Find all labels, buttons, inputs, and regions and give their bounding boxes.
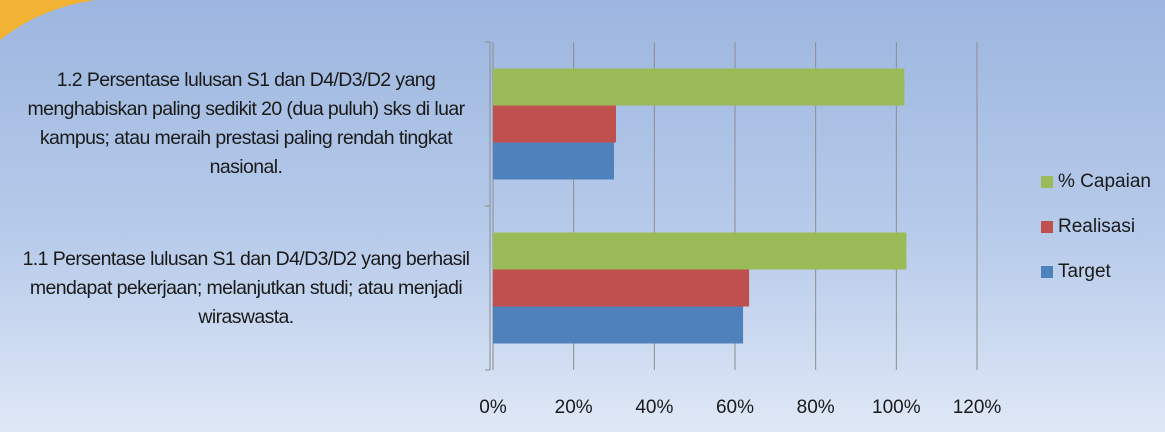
corner-decoration [0,0,95,40]
legend-swatch [1041,266,1053,278]
legend-label: Target [1058,261,1112,282]
category-label: 1.1 Persentase lulusan S1 dan D4/D3/D2 y… [22,247,470,328]
bar [493,306,744,344]
category-label: 1.2 Persentase lulusan S1 dan D4/D3/D2 y… [27,69,466,178]
bar [493,68,905,106]
x-tick-label: 100% [872,397,921,418]
bar [493,142,614,180]
x-tick-label: 0% [479,397,507,418]
bar [493,269,750,307]
bar [493,232,907,270]
x-tick-label: 40% [635,397,673,418]
legend-label: Realisasi [1058,216,1135,237]
bar [493,105,617,143]
legend-swatch [1041,221,1053,233]
legend-label: % Capaian [1058,171,1151,192]
legend-swatch [1041,176,1053,188]
x-tick-label: 20% [555,397,593,418]
x-tick-label: 120% [953,397,1002,418]
x-tick-label: 60% [716,397,754,418]
x-tick-label: 80% [797,397,835,418]
